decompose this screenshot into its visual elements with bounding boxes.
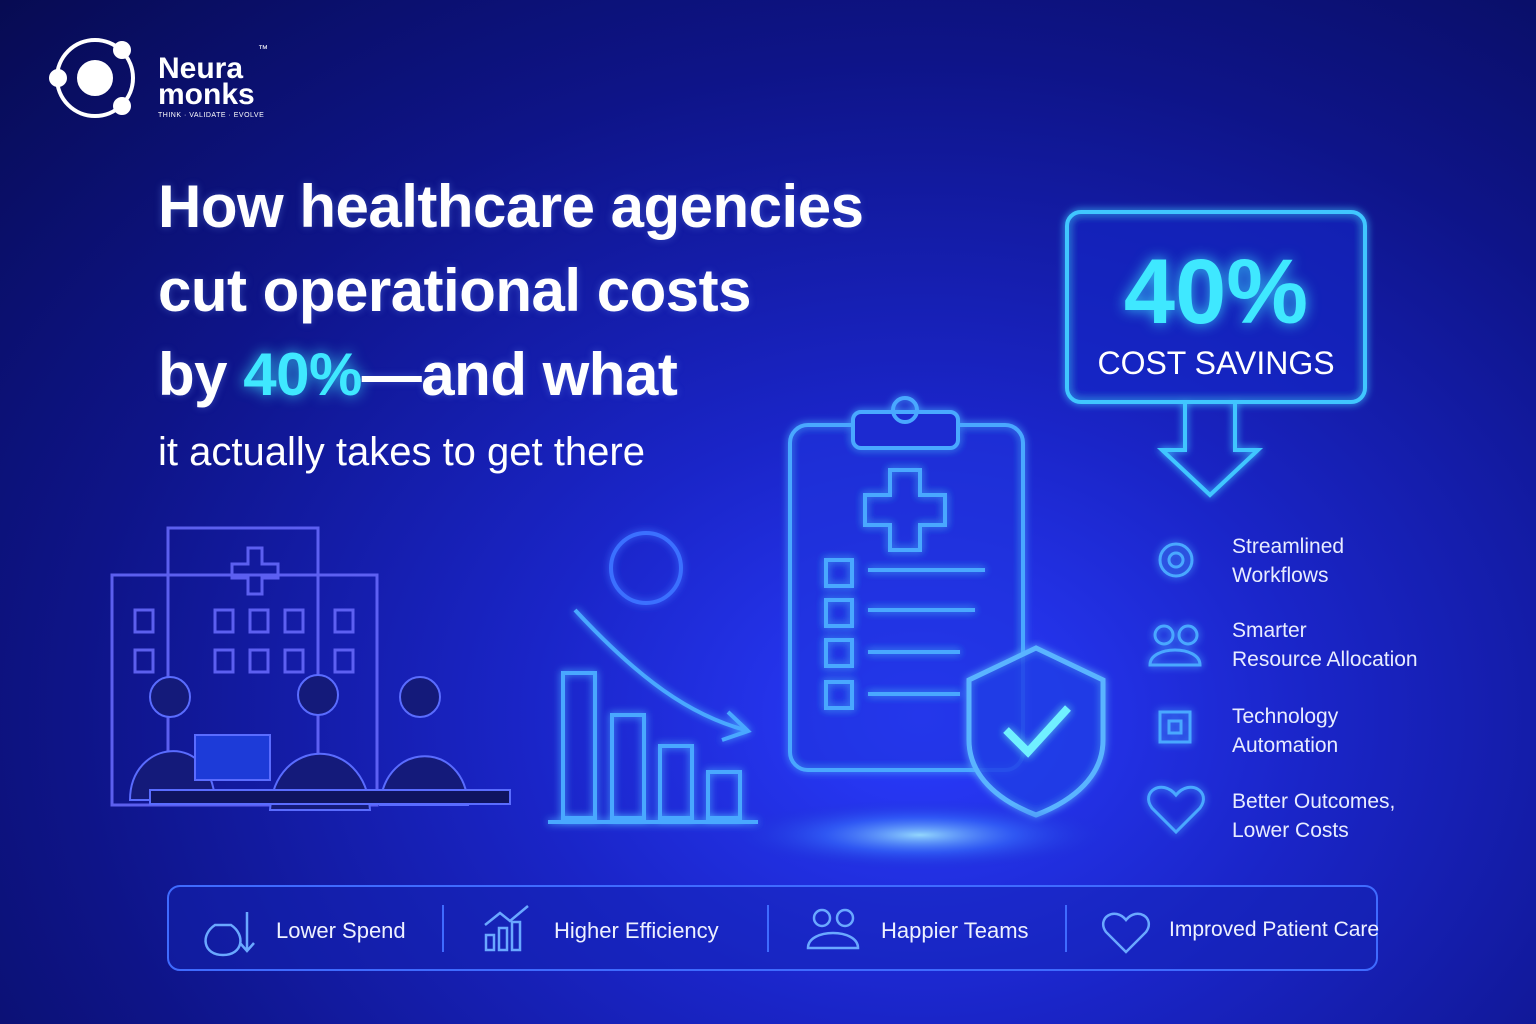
headline-highlight: 40% xyxy=(243,341,362,408)
clipboard-part xyxy=(824,638,854,668)
benefit-icons-part xyxy=(239,912,255,953)
falling-chart-part xyxy=(561,671,597,820)
falling-chart-part xyxy=(706,770,742,820)
hospital-part xyxy=(283,608,305,634)
feature-icons-part xyxy=(1158,710,1192,744)
headline-text: by xyxy=(158,341,228,408)
benefit-icons-part xyxy=(510,920,522,952)
feature-line: Streamlined xyxy=(1232,535,1345,558)
benefit: Happier Teams xyxy=(881,918,1029,943)
logo-mark-part xyxy=(49,69,67,87)
feature-line: Lower Costs xyxy=(1232,819,1349,842)
feature-icons-part xyxy=(1167,551,1185,569)
hospital-part xyxy=(213,608,235,634)
clipboard-part xyxy=(824,598,854,628)
callout-value: 40% xyxy=(1123,241,1309,343)
benefit-icons-part xyxy=(1102,912,1150,954)
trademark: ™ xyxy=(258,44,268,55)
feature-icons-part xyxy=(1148,648,1202,667)
hospital-part xyxy=(283,648,305,674)
team-silhouettes-part xyxy=(149,676,191,718)
benefit-icons xyxy=(204,905,1150,957)
benefit-bar xyxy=(167,885,1378,971)
benefit-icons-part xyxy=(484,905,529,926)
logo-word: monks xyxy=(158,78,255,111)
glow-platform xyxy=(730,800,1110,870)
cost-callout-part xyxy=(1156,402,1264,498)
hospital-part xyxy=(333,648,355,674)
feature-line: Technology xyxy=(1232,705,1339,728)
hospital-part xyxy=(133,648,155,674)
logo-mark xyxy=(49,38,135,118)
benefit-icons-part xyxy=(806,931,860,950)
falling-chart-part xyxy=(721,710,752,742)
shield-part xyxy=(966,645,1106,818)
clipboard xyxy=(788,396,1025,772)
cost-callout xyxy=(1065,210,1367,498)
headline-text: —and what xyxy=(361,341,678,408)
team-silhouettes-part xyxy=(128,750,217,801)
hospital-part xyxy=(333,608,355,634)
feature-line: Better Outcomes, xyxy=(1232,790,1396,813)
team-silhouettes-part xyxy=(149,789,511,805)
feature-line: Automation xyxy=(1232,734,1339,757)
headline-line: cut operational costs xyxy=(158,257,751,324)
benefit-icons-part xyxy=(484,933,496,952)
clipboard-part xyxy=(891,396,919,424)
logo-mark-part xyxy=(113,41,131,59)
feature-icons xyxy=(1147,542,1205,835)
falling-chart-part xyxy=(610,713,646,820)
clipboard-part xyxy=(824,680,854,710)
feature: Technology Automation xyxy=(1232,702,1338,760)
headline-line: by 40%—and what xyxy=(158,340,678,409)
benefit-bar-part xyxy=(167,885,1378,971)
hospital-part xyxy=(213,648,235,674)
team-silhouettes-part xyxy=(399,676,441,718)
feature: Smarter Resource Allocation xyxy=(1232,616,1418,674)
falling-chart-part xyxy=(609,531,683,605)
shield-part xyxy=(1003,705,1071,758)
benefit: Lower Spend xyxy=(276,918,406,943)
clipboard-part xyxy=(824,558,854,588)
hospital-part xyxy=(248,648,270,674)
benefit-icons-part xyxy=(497,926,509,952)
feature: Better Outcomes, Lower Costs xyxy=(1232,787,1395,845)
falling-chart-part xyxy=(658,744,694,820)
benefit-icons-part xyxy=(812,908,832,928)
benefit: Higher Efficiency xyxy=(554,918,719,943)
feature-line: Smarter xyxy=(1232,619,1307,642)
hospital-part xyxy=(133,608,155,634)
logo-tagline: THINK · VALIDATE · EVOLVE xyxy=(158,112,265,119)
benefit: Improved Patient Care xyxy=(1169,918,1380,941)
feature: Streamlined Workflows xyxy=(1232,532,1344,590)
team-silhouettes-part xyxy=(297,674,339,716)
callout-label: COST SAVINGS xyxy=(1097,345,1335,381)
falling-chart-part xyxy=(573,608,746,732)
benefit-icons-part xyxy=(835,908,855,928)
clipboard-part xyxy=(851,410,960,450)
headline-line: How healthcare agencies xyxy=(158,173,864,240)
hospital-part xyxy=(230,546,280,596)
hospital-part xyxy=(248,608,270,634)
feature-icons-part xyxy=(1158,542,1194,578)
falling-chart xyxy=(548,531,758,824)
shield xyxy=(966,645,1106,818)
cost-callout-part xyxy=(1065,210,1367,404)
feature-line: Workflows xyxy=(1232,564,1329,587)
feature-icons-part xyxy=(1153,624,1175,646)
team-silhouettes xyxy=(128,674,511,811)
feature-icons-part xyxy=(1177,624,1199,646)
headline-subline: it actually takes to get there xyxy=(158,430,645,474)
logo-word: Neura xyxy=(158,52,244,85)
benefit-icons-part xyxy=(204,923,242,957)
logo-mark-part xyxy=(77,60,113,96)
feature-icons-part xyxy=(1167,719,1183,735)
feature-line: Resource Allocation xyxy=(1232,648,1418,671)
team-silhouettes-part xyxy=(194,734,271,781)
logo-mark-part xyxy=(113,97,131,115)
clipboard-part xyxy=(863,468,947,552)
feature-icons-part xyxy=(1147,785,1205,835)
